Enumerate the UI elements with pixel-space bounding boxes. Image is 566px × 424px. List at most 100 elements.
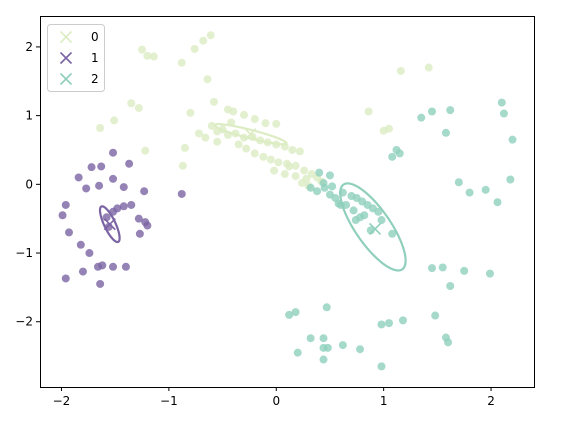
series-0-point <box>242 144 251 153</box>
series-0-point <box>261 119 270 128</box>
series-1-point <box>82 184 91 193</box>
series-2-point <box>444 338 453 347</box>
series-0-point <box>96 123 105 132</box>
series-0-point <box>207 121 216 130</box>
series-0-point <box>288 145 297 154</box>
series-0-point <box>250 149 259 158</box>
legend-marker <box>59 30 73 44</box>
series-0-point <box>138 45 147 54</box>
series-2-point <box>388 152 397 161</box>
series-0-point <box>127 99 136 108</box>
series-0-point <box>201 133 210 142</box>
series-1-point <box>61 200 70 209</box>
series-2-point <box>319 355 328 364</box>
series-2-point <box>485 269 494 278</box>
series-0-ellipse <box>213 123 288 146</box>
series-1-point <box>95 181 104 190</box>
center-layer <box>103 128 382 236</box>
series-0-point <box>259 152 268 161</box>
series-2-point <box>285 310 294 319</box>
series-0-point <box>300 166 309 175</box>
series-2-point <box>446 282 455 291</box>
series-0-point <box>280 170 289 179</box>
series-2-point <box>315 168 324 177</box>
legend-entry-1: 1 <box>59 51 99 65</box>
series-1-point <box>61 274 70 283</box>
series-2-point <box>395 149 404 158</box>
series-1-point <box>96 279 105 288</box>
series-0-point <box>291 172 300 181</box>
series-2-point <box>460 266 469 275</box>
series-0-point <box>291 161 300 170</box>
series-2-point <box>320 183 329 192</box>
series-0-point <box>203 75 212 84</box>
series-2-point <box>417 113 426 122</box>
series-2-point <box>351 216 360 225</box>
legend-label: 0 <box>91 30 99 44</box>
series-0-point <box>194 129 203 138</box>
series-0-point <box>213 137 222 146</box>
series-2-point <box>438 263 447 272</box>
series-0-point <box>274 158 283 167</box>
x-axis: −2 −1 0 1 2 <box>53 387 495 408</box>
series-0-point <box>234 140 243 149</box>
series-2-point <box>427 264 436 273</box>
series-2-point <box>377 320 386 329</box>
series-0-point <box>385 124 394 133</box>
y-tick-label: −1 <box>15 246 33 260</box>
series-2-point <box>325 171 334 180</box>
x-tick-label: 2 <box>487 394 495 408</box>
series-0-point <box>229 107 238 116</box>
series-1-point <box>140 187 149 196</box>
series-2-point <box>499 109 508 118</box>
legend-label: 1 <box>91 51 99 65</box>
x-tick-label: −1 <box>160 394 178 408</box>
series-2-point <box>506 175 515 184</box>
series-0-point <box>396 66 405 75</box>
series-0-center-marker <box>244 128 257 141</box>
series-2-point <box>431 311 440 320</box>
series-2-point <box>306 334 315 343</box>
series-0-point <box>295 147 304 156</box>
series-1-point <box>119 183 128 192</box>
series-2-point <box>338 341 347 350</box>
series-1-point <box>119 202 128 211</box>
series-2-points <box>285 98 517 371</box>
series-2-point <box>306 183 315 192</box>
series-2-center-marker <box>368 222 382 236</box>
legend-label: 2 <box>91 72 99 86</box>
series-1-point <box>125 159 134 168</box>
series-0-point <box>180 143 189 152</box>
y-tick-label: 2 <box>25 40 33 54</box>
series-2-point <box>356 345 365 354</box>
series-2-point <box>377 216 386 225</box>
series-0-point <box>250 115 259 124</box>
series-0-point <box>272 119 281 128</box>
series-2-point <box>446 106 455 115</box>
series-2-point <box>328 182 337 191</box>
series-0-point <box>424 63 433 72</box>
series-2-point <box>293 348 302 357</box>
series-1-point <box>134 214 143 223</box>
series-1-point <box>78 267 87 276</box>
legend-marker <box>59 72 73 86</box>
legend-entry-0: 0 <box>59 30 99 44</box>
series-0-point <box>209 97 218 106</box>
y-tick-label: 0 <box>25 177 33 191</box>
series-0-point <box>177 58 186 67</box>
plot-frame <box>40 16 535 388</box>
series-0-point <box>178 161 187 170</box>
series-1-point <box>127 200 136 209</box>
series-1-ellipse <box>98 205 121 244</box>
series-0-point <box>270 166 279 175</box>
series-2-point <box>441 128 450 137</box>
series-0-point <box>186 108 195 117</box>
series-2-point <box>398 316 407 325</box>
series-1-point <box>74 173 83 182</box>
series-0-point <box>110 116 119 125</box>
series-2-point <box>497 98 506 107</box>
series-2-point <box>454 178 463 187</box>
series-0-point <box>141 146 150 155</box>
series-2-point <box>331 194 340 203</box>
